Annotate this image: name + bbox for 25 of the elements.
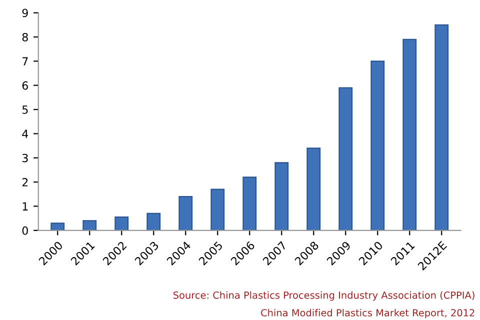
y-tick-label: 9 bbox=[22, 8, 28, 18]
y-tick-label: 3 bbox=[22, 154, 28, 162]
y-tick-label: 5 bbox=[22, 106, 28, 114]
bar bbox=[338, 87, 353, 230]
y-tick-label: 7 bbox=[22, 57, 28, 66]
bar bbox=[50, 222, 65, 230]
bar bbox=[242, 176, 257, 230]
bar bbox=[82, 220, 97, 230]
bar bbox=[402, 38, 417, 230]
source-note: Source: China Plastics Processing Industry Association (CPPIA) bbox=[173, 291, 474, 301]
y-tick-label: 2 bbox=[22, 178, 28, 186]
bar bbox=[370, 60, 385, 230]
bar bbox=[306, 148, 321, 230]
bar bbox=[210, 188, 225, 230]
bar bbox=[434, 24, 449, 230]
y-tick-label: 0 bbox=[22, 226, 28, 235]
bar bbox=[114, 216, 129, 230]
bar bbox=[274, 162, 289, 230]
bar bbox=[178, 196, 193, 230]
y-tick-label: 4 bbox=[22, 130, 28, 138]
y-tick-label: 8 bbox=[22, 32, 28, 42]
text: China Modified Plastics Market Report, 2012 bbox=[261, 308, 474, 318]
y-tick-label: 6 bbox=[22, 81, 28, 90]
bar bbox=[146, 212, 161, 230]
y-tick-label: 1 bbox=[22, 202, 28, 210]
